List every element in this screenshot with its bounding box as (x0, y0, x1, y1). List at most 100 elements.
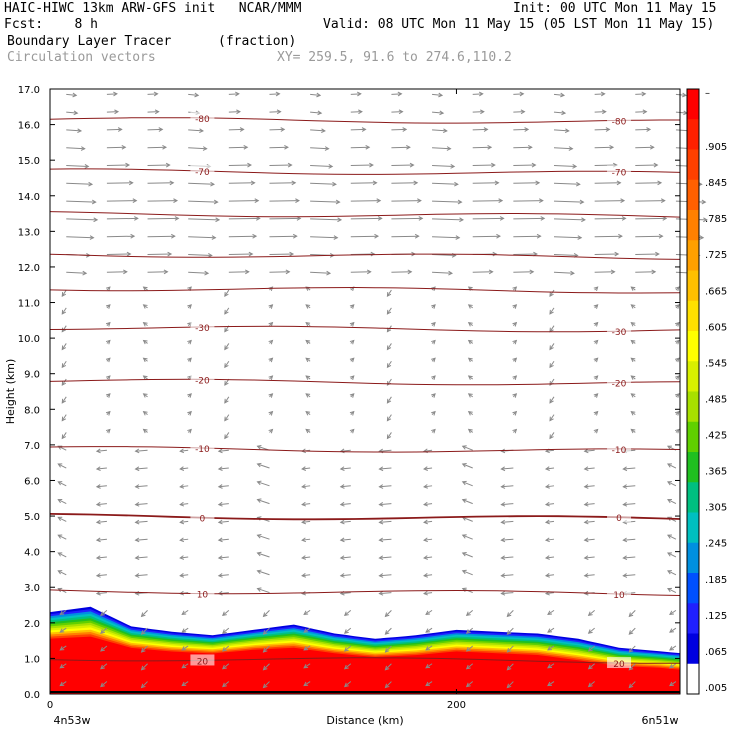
vector-arrow (501, 556, 514, 559)
vector-arrow (310, 147, 329, 150)
vector-arrowhead (628, 683, 634, 689)
vector-arrowhead (256, 480, 262, 486)
vector-arrow (547, 663, 555, 669)
vector-arrowhead (386, 416, 392, 422)
vector-arrow (549, 325, 555, 332)
vector-arrow (432, 165, 455, 168)
vector-arrow (466, 645, 474, 652)
vector-arrowhead (256, 551, 262, 557)
vector-arrow (302, 485, 311, 488)
vector-arrowhead (500, 590, 506, 596)
colorbar-label: .425 (705, 431, 727, 442)
vector-arrowhead (332, 181, 337, 187)
vector-arrow (379, 485, 392, 488)
vector-arrow (501, 503, 514, 506)
vector-arrowhead (366, 269, 372, 275)
vector-arrowhead (57, 481, 63, 486)
vector-arrow (228, 200, 259, 202)
vector-arrow (61, 360, 67, 368)
y-tick-label: 16.0 (18, 121, 40, 132)
vector-arrow (584, 520, 595, 523)
colorbar-swatch (687, 542, 699, 574)
vector-arrow (547, 681, 555, 686)
vector-arrow (222, 627, 230, 634)
vector-arrowhead (667, 463, 672, 468)
vector-arrowhead (669, 610, 674, 615)
vector-arrowhead (365, 144, 371, 150)
vector-arrowhead (593, 428, 599, 434)
vector-arrow (263, 645, 270, 653)
vector-arrowhead (531, 162, 537, 168)
vector-arrowhead (409, 162, 415, 168)
vector-arrowhead (669, 628, 674, 633)
vector-arrow (379, 592, 392, 595)
vector-arrow (106, 235, 135, 238)
vector-arrow (379, 574, 392, 577)
vector-arrowhead (467, 393, 473, 398)
vector-arrow (553, 200, 584, 203)
vector-arrowhead (397, 91, 403, 97)
vector-arrowhead (674, 304, 680, 309)
vector-arrowhead (349, 428, 355, 434)
vector-arrowhead (572, 164, 578, 169)
contour-label-bg (607, 511, 632, 523)
vector-arrowhead (125, 162, 131, 168)
vector-arrowhead (343, 647, 349, 652)
vector-arrow (257, 481, 270, 487)
vector-arrowhead (349, 357, 355, 363)
vector-arrowhead (57, 445, 63, 450)
vector-arrowhead (211, 235, 217, 240)
vector-arrowhead (512, 375, 518, 381)
vector-arrowhead (620, 198, 626, 204)
vector-arrow (553, 253, 578, 256)
vector-arrow (135, 574, 148, 577)
vector-arrowhead (134, 555, 140, 561)
vector-arrow (553, 93, 565, 96)
vector-arrow (466, 627, 474, 634)
colorbar-swatch (687, 300, 699, 332)
vector-arrowhead (630, 411, 636, 416)
colorbar-swatch (687, 240, 699, 271)
vector-arrow (501, 574, 514, 577)
vector-arrow (507, 645, 514, 653)
vector-arrow (667, 570, 677, 576)
vector-arrowhead (630, 428, 636, 434)
vector-arrowhead (423, 537, 428, 543)
vector-arrowhead (105, 339, 111, 345)
vector-arrow (424, 592, 433, 595)
vector-arrowhead (105, 286, 111, 292)
vector-arrow (135, 449, 148, 452)
vector-arrowhead (423, 573, 428, 578)
vector-arrowhead (492, 251, 498, 257)
vector-arrowhead (630, 286, 636, 291)
vector-arrow (224, 360, 230, 368)
vector-arrow (588, 645, 595, 652)
vector-arrowhead (378, 466, 384, 472)
vector-arrowhead (622, 573, 628, 578)
vector-arrowhead (461, 445, 467, 450)
vector-arrow (263, 627, 270, 635)
vector-arrowhead (187, 357, 192, 363)
vector-arrow (61, 378, 67, 386)
contour-label-bg (190, 164, 215, 176)
vector-arrowhead (628, 630, 634, 635)
vector-arrowhead (667, 552, 672, 557)
vector-arrow (635, 146, 654, 149)
vector-arrowhead (123, 269, 128, 275)
vector-arrow (472, 235, 500, 238)
vector-arrow (181, 645, 189, 651)
vector-arrow (188, 93, 199, 96)
vector-arrowhead (140, 630, 146, 635)
vector-arrow (106, 93, 117, 95)
colorbar-label: .545 (705, 358, 727, 369)
vector-arrowhead (134, 519, 140, 525)
vector-arrow (58, 534, 67, 540)
vector-arrow (432, 147, 451, 150)
vector-arrowhead (425, 610, 431, 615)
vector-arrowhead (418, 216, 424, 221)
vector-arrow (59, 645, 67, 651)
vector-arrow (180, 520, 189, 523)
vector-arrowhead (59, 628, 65, 633)
vector-arrow (628, 645, 636, 653)
vector-arrowhead (549, 292, 554, 297)
